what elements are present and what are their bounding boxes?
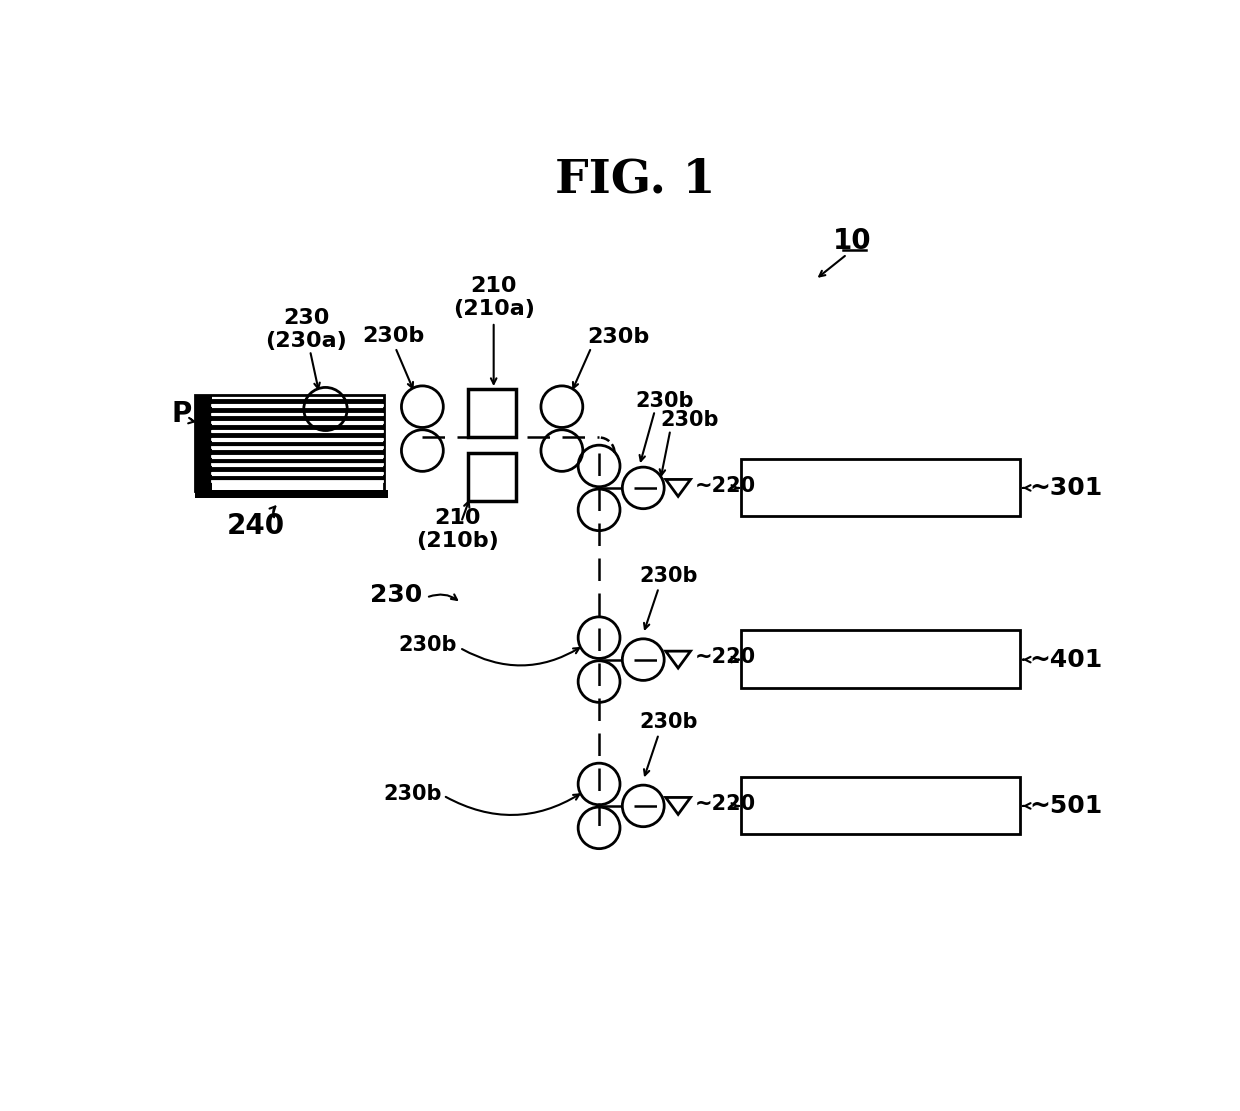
Text: ~401: ~401 [1029,648,1102,672]
Bar [469,389,516,437]
Text: 210
(210b): 210 (210b) [415,508,498,551]
Text: 210
(210a): 210 (210a) [453,276,534,319]
Bar [742,777,1019,834]
Text: ~301: ~301 [1029,476,1102,500]
Text: 230b: 230b [399,635,458,655]
Text: 230b: 230b [640,567,698,587]
Text: FIG. 1: FIG. 1 [556,157,715,202]
Bar [196,396,383,491]
Text: ~220: ~220 [694,793,755,813]
Text: 230b: 230b [588,328,650,348]
Text: 230b: 230b [660,410,719,430]
Text: 230b: 230b [635,391,694,411]
Bar [196,396,212,496]
Bar [742,459,1019,517]
Text: 230: 230 [370,583,423,608]
Text: ~220: ~220 [694,648,755,668]
Bar [742,630,1019,688]
Bar [469,453,516,501]
Text: ~501: ~501 [1029,794,1102,818]
Text: 230b: 230b [640,712,698,732]
Text: 230b: 230b [383,784,441,804]
Text: 230
(230a): 230 (230a) [265,308,347,351]
Text: 240: 240 [227,512,285,540]
Text: ~220: ~220 [694,476,755,496]
Bar [196,490,387,498]
Text: 230b: 230b [362,326,424,346]
Text: P: P [171,400,191,429]
Text: 10: 10 [833,227,872,256]
